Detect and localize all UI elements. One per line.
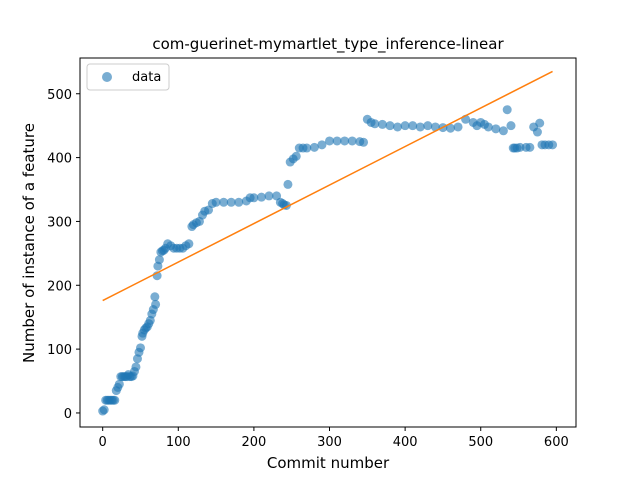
data-point <box>264 191 274 201</box>
y-tick-label: 100 <box>47 343 72 358</box>
data-point <box>291 151 301 161</box>
data-point <box>393 122 403 132</box>
data-point <box>211 197 221 207</box>
data-point <box>114 379 124 389</box>
data-point <box>483 122 493 132</box>
axes-frame <box>79 57 577 428</box>
data-point <box>385 121 395 131</box>
fit-line <box>102 70 553 302</box>
legend-label-data: data <box>132 70 161 85</box>
data-point <box>219 197 229 207</box>
legend-marker-data <box>102 72 112 82</box>
data-point <box>234 197 244 207</box>
data-point <box>150 292 160 302</box>
y-tick-label: 200 <box>47 279 72 294</box>
data-point <box>525 142 535 152</box>
data-point <box>491 124 501 134</box>
data-point <box>283 179 293 189</box>
data-point <box>184 239 194 249</box>
y-tick-label: 500 <box>47 88 72 103</box>
data-point <box>359 137 369 147</box>
data-point <box>535 118 545 128</box>
x-tick-label: 400 <box>393 435 418 450</box>
data-point <box>445 123 455 133</box>
data-point <box>400 121 410 131</box>
x-tick-label: 0 <box>99 435 107 450</box>
plot-area: 0 100 200 300 400 500 600 0 100 200 300 400 500 <box>47 57 577 450</box>
data-point <box>506 121 516 131</box>
legend: data <box>86 63 170 91</box>
data-point <box>131 362 141 372</box>
data-point <box>325 136 335 146</box>
x-tick-label: 200 <box>241 435 266 450</box>
data-point <box>256 192 266 202</box>
data-point <box>332 136 342 146</box>
data-point <box>548 140 558 150</box>
data-point <box>226 197 236 207</box>
data-point <box>498 126 508 136</box>
data-point <box>249 193 259 203</box>
data-point <box>370 119 380 129</box>
data-point <box>309 142 319 152</box>
chart-title: com-guerinet-mymartlet_type_inference-li… <box>152 35 504 54</box>
y-axis-label: Number of instance of a feature <box>20 123 38 363</box>
y-tick-label: 400 <box>47 152 72 167</box>
data-point <box>532 127 542 137</box>
data-point <box>135 343 145 353</box>
y-tick-label: 0 <box>64 407 72 422</box>
x-tick-label: 600 <box>544 435 569 450</box>
data-point <box>340 136 350 146</box>
data-point <box>151 299 161 309</box>
data-point <box>377 119 387 129</box>
x-tick-label: 300 <box>317 435 342 450</box>
x-tick-label: 100 <box>166 435 191 450</box>
y-tick-label: 300 <box>47 215 72 230</box>
data-point <box>453 122 463 132</box>
data-point <box>415 122 425 132</box>
x-axis-label: Commit number <box>267 454 390 472</box>
data-point <box>423 121 433 131</box>
data-point <box>99 405 109 415</box>
data-point <box>347 136 357 146</box>
data-point <box>302 143 312 153</box>
x-tick-label: 500 <box>468 435 493 450</box>
data-point <box>110 395 120 405</box>
data-point <box>408 121 418 131</box>
data-point <box>154 255 164 265</box>
data-point <box>317 140 327 150</box>
data-point <box>502 105 512 115</box>
legend-frame <box>86 63 170 91</box>
